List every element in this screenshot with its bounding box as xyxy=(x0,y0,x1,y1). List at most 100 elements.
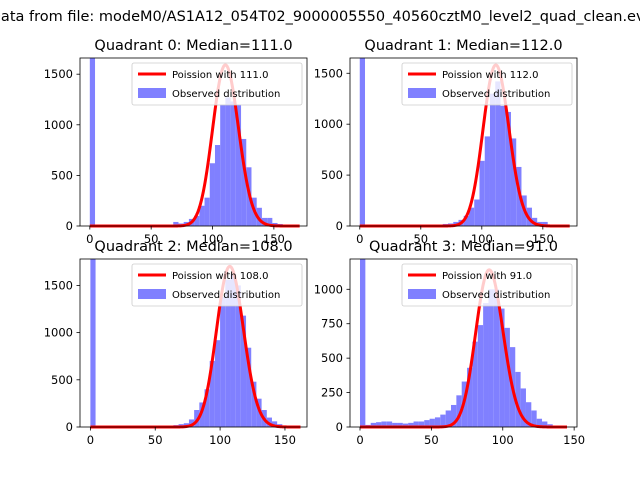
histogram-bar xyxy=(484,136,490,226)
histogram-bar xyxy=(510,138,517,226)
x-tick-label: 50 xyxy=(148,433,163,447)
histogram-bar xyxy=(479,160,485,226)
y-tick-label: 0 xyxy=(66,420,73,434)
histogram-bar xyxy=(230,101,236,226)
histogram-bar xyxy=(434,417,441,427)
legend-poisson-label: Poission with 108.0 xyxy=(172,271,268,282)
y-tick-label: 1000 xyxy=(314,117,343,131)
y-tick-label: 0 xyxy=(336,219,343,233)
histogram-bar xyxy=(173,221,179,226)
histogram-bar xyxy=(386,421,393,427)
legend-histogram-label: Observed distribution xyxy=(172,290,280,301)
histogram-bar xyxy=(542,221,548,226)
histogram-bar xyxy=(376,422,382,427)
histogram-bar xyxy=(220,296,226,427)
histogram-bar xyxy=(531,410,537,427)
legend-box xyxy=(131,263,303,307)
axes-frame xyxy=(349,57,578,227)
histogram-bar xyxy=(515,371,521,427)
x-tick-label: 0 xyxy=(87,433,94,447)
histogram-bar xyxy=(495,81,501,226)
legend-poisson-label: Poission with 112.0 xyxy=(442,70,538,81)
histogram-bar xyxy=(209,163,215,226)
legend-histogram-label: Observed distribution xyxy=(442,89,550,100)
y-tick-label: 1500 xyxy=(44,278,73,292)
x-tick-label: 0 xyxy=(86,232,93,246)
x-tick-label: 0 xyxy=(356,232,363,246)
histogram-bar xyxy=(241,138,247,226)
legend-box xyxy=(401,62,573,106)
histogram-bar xyxy=(463,215,469,226)
histogram-bar xyxy=(424,420,430,427)
histogram-bar xyxy=(456,395,462,427)
histogram-bar xyxy=(251,381,257,427)
histogram-bar xyxy=(220,104,226,226)
subplot-title: Quadrant 3: Median=91.0 xyxy=(369,239,558,255)
legend-poisson-label: Poission with 91.0 xyxy=(442,271,532,282)
axes-frame xyxy=(79,57,308,227)
x-tick-label: 150 xyxy=(563,433,585,447)
histogram-bar xyxy=(542,421,548,427)
axes-frame xyxy=(79,258,308,428)
histogram-bar xyxy=(505,111,511,226)
histogram-bar xyxy=(381,421,387,427)
histogram-bar xyxy=(230,274,236,427)
y-tick-label: 750 xyxy=(321,317,343,331)
y-tick-label: 500 xyxy=(321,351,343,365)
x-tick-label: 50 xyxy=(413,232,428,246)
histogram-bar xyxy=(477,325,484,427)
x-tick-label: 0 xyxy=(356,433,363,447)
legend-histogram-swatch xyxy=(138,289,166,299)
histogram-bar xyxy=(246,347,252,427)
y-tick-label: 1500 xyxy=(44,67,73,81)
histogram-bar xyxy=(472,341,478,427)
legend-poisson-label: Poission with 111.0 xyxy=(172,70,268,81)
histogram-bar xyxy=(240,315,247,427)
histogram-bar xyxy=(199,205,205,226)
histogram-bar xyxy=(235,285,241,427)
histogram-bars xyxy=(90,259,288,427)
histogram-bar xyxy=(493,289,500,427)
histogram-bar xyxy=(429,418,435,427)
histogram-bar xyxy=(408,422,414,427)
x-tick-label: 100 xyxy=(492,433,514,447)
histogram-bar xyxy=(209,360,215,427)
axes-frame xyxy=(349,258,578,428)
x-tick-label: 100 xyxy=(471,232,493,246)
histogram-bar xyxy=(467,367,473,427)
legend-box xyxy=(401,263,573,307)
histogram-bar xyxy=(225,97,231,226)
legend-histogram-label: Observed distribution xyxy=(442,290,550,301)
legend-histogram-swatch xyxy=(408,289,436,299)
histogram-bar xyxy=(267,217,273,226)
y-tick-label: 1000 xyxy=(44,326,73,340)
histogram-bar xyxy=(525,402,532,427)
histogram-bar xyxy=(468,207,475,226)
histogram-bar xyxy=(418,421,425,427)
histogram-bar xyxy=(488,289,494,427)
histogram-bar xyxy=(89,58,96,226)
x-tick-label: 150 xyxy=(274,433,296,447)
histogram-bar xyxy=(214,145,221,226)
subplot-3: 0 50 100 150 0 250 500 750 1000 Quadrant 3: Media… xyxy=(314,239,585,447)
histogram-bar xyxy=(489,93,496,227)
histogram-bar xyxy=(536,418,543,427)
legend-histogram-swatch xyxy=(408,88,436,98)
histogram-bar xyxy=(90,259,96,427)
y-tick-label: 0 xyxy=(66,219,73,233)
histogram-bar xyxy=(392,422,398,427)
x-tick-label: 150 xyxy=(263,232,285,246)
histogram-bar xyxy=(214,340,221,427)
subplot-title: Quadrant 0: Median=111.0 xyxy=(94,38,292,54)
y-tick-label: 500 xyxy=(51,168,73,182)
histogram-bar xyxy=(194,215,200,226)
histogram-bar xyxy=(225,279,231,427)
histogram-bar xyxy=(451,404,457,427)
y-tick-label: 1000 xyxy=(44,118,73,132)
histogram-bar xyxy=(499,308,505,427)
histogram-bar xyxy=(483,303,489,427)
y-tick-label: 1500 xyxy=(314,66,343,80)
